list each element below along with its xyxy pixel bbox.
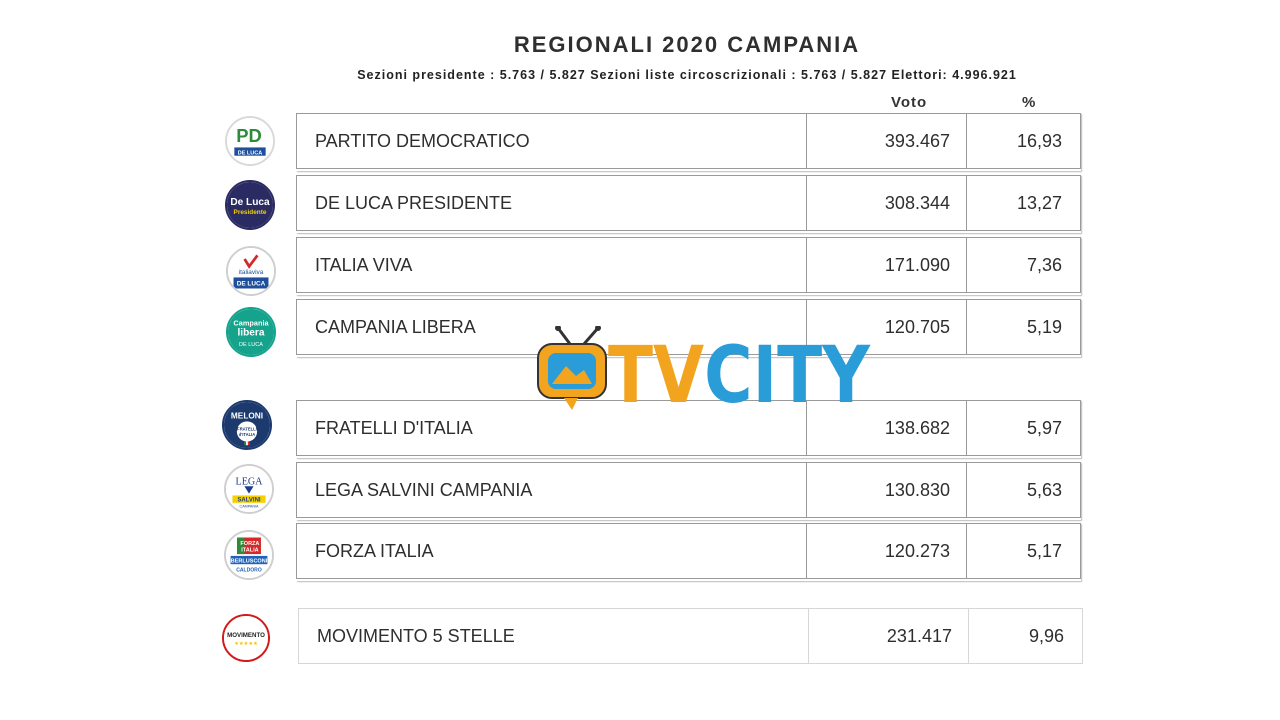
forza-logo-line2: ITALIA — [241, 547, 258, 553]
party-name: ITALIA VIVA — [296, 237, 807, 293]
party-percent: 5,19 — [967, 299, 1081, 355]
party-percent: 13,27 — [967, 175, 1081, 231]
table-row: PARTITO DEMOCRATICO 393.467 16,93 — [296, 113, 1081, 171]
table-row: LEGA SALVINI CAMPANIA 130.830 5,63 — [296, 462, 1081, 520]
lega-logo-line1: LEGA — [236, 476, 264, 487]
party-name: DE LUCA PRESIDENTE — [296, 175, 807, 231]
forza-italia-logo: FORZA ITALIA BERLUSCONI CALDORO — [224, 530, 274, 580]
table-row: FORZA ITALIA 120.273 5,17 — [296, 523, 1081, 581]
fratelli-logo-line3: d'ITALIA — [239, 432, 256, 437]
forza-logo-line4: CALDORO — [236, 568, 262, 574]
fratelli-logo-line2: FRATELLI — [237, 427, 257, 432]
italia-viva-logo: italiaviva DE LUCA — [226, 246, 276, 296]
party-percent: 5,17 — [967, 523, 1081, 579]
forza-logo-line1: FORZA — [240, 541, 259, 547]
campania-libera-logo: Campania libera DE LUCA — [226, 307, 276, 357]
party-percent: 16,93 — [967, 113, 1081, 169]
fratelli-logo-line1: MELONI — [231, 412, 263, 421]
party-votes: 130.830 — [807, 462, 967, 518]
party-votes: 120.705 — [807, 299, 967, 355]
party-votes: 231.417 — [809, 608, 969, 664]
m5s-logo-line2: ★★★★★ — [234, 641, 258, 647]
de-luca-logo-line1: De Luca — [230, 197, 270, 208]
party-name: MOVIMENTO 5 STELLE — [298, 608, 809, 664]
column-header-voto: Voto — [891, 94, 928, 111]
page-title: REGIONALI 2020 CAMPANIA — [513, 32, 861, 57]
party-percent: 9,96 — [969, 608, 1083, 664]
party-votes: 393.467 — [807, 113, 967, 169]
campania-libera-logo-line3: DE LUCA — [239, 342, 263, 348]
pd-logo-letters: PD — [236, 125, 262, 146]
de-luca-presidente-logo: De Luca Presidente — [225, 180, 275, 230]
de-luca-logo-line2: Presidente — [234, 209, 267, 216]
lega-logo-line2: SALVINI — [237, 497, 260, 503]
m5s-logo-line1: MOVIMENTO — [227, 632, 265, 639]
table-row: DE LUCA PRESIDENTE 308.344 13,27 — [296, 175, 1081, 233]
italia-viva-logo-line1: italiaviva — [239, 269, 264, 276]
pd-logo-caption: DE LUCA — [238, 150, 263, 156]
party-name: FRATELLI D'ITALIA — [296, 400, 807, 456]
party-percent: 5,97 — [967, 400, 1081, 456]
party-name: FORZA ITALIA — [296, 523, 807, 579]
party-name: LEGA SALVINI CAMPANIA — [296, 462, 807, 518]
column-header-pct: % — [1022, 94, 1037, 111]
campania-libera-logo-line2: libera — [238, 328, 265, 339]
table-row: FRATELLI D'ITALIA 138.682 5,97 — [296, 400, 1081, 458]
tvcity-watermark: TVCITY — [536, 325, 876, 421]
table-row: MOVIMENTO 5 STELLE 231.417 9,96 — [298, 608, 1083, 666]
party-votes: 120.273 — [807, 523, 967, 579]
lega-logo-line3: CAMPANIA — [240, 504, 259, 508]
italia-viva-logo-line2: DE LUCA — [237, 281, 266, 288]
party-percent: 5,63 — [967, 462, 1081, 518]
page-subtitle: Sezioni presidente : 5.763 / 5.827 Sezio… — [357, 68, 1017, 82]
watermark-text: TVCITY — [608, 331, 871, 414]
table-row: ITALIA VIVA 171.090 7,36 — [296, 237, 1081, 295]
lega-salvini-logo: LEGA SALVINI CAMPANIA — [224, 464, 274, 514]
fratelli-ditalia-logo: MELONI FRATELLI d'ITALIA — [222, 400, 272, 450]
forza-logo-line3: BERLUSCONI — [231, 558, 268, 564]
pd-logo: PD DE LUCA — [225, 116, 275, 166]
party-votes: 138.682 — [807, 400, 967, 456]
party-name: PARTITO DEMOCRATICO — [296, 113, 807, 169]
movimento-5-stelle-logo: MOVIMENTO ★★★★★ — [222, 614, 270, 662]
campania-libera-logo-line1: Campania — [233, 319, 269, 328]
party-votes: 171.090 — [807, 237, 967, 293]
party-percent: 7,36 — [967, 237, 1081, 293]
table-row: CAMPANIA LIBERA 120.705 5,19 — [296, 299, 1081, 357]
party-votes: 308.344 — [807, 175, 967, 231]
